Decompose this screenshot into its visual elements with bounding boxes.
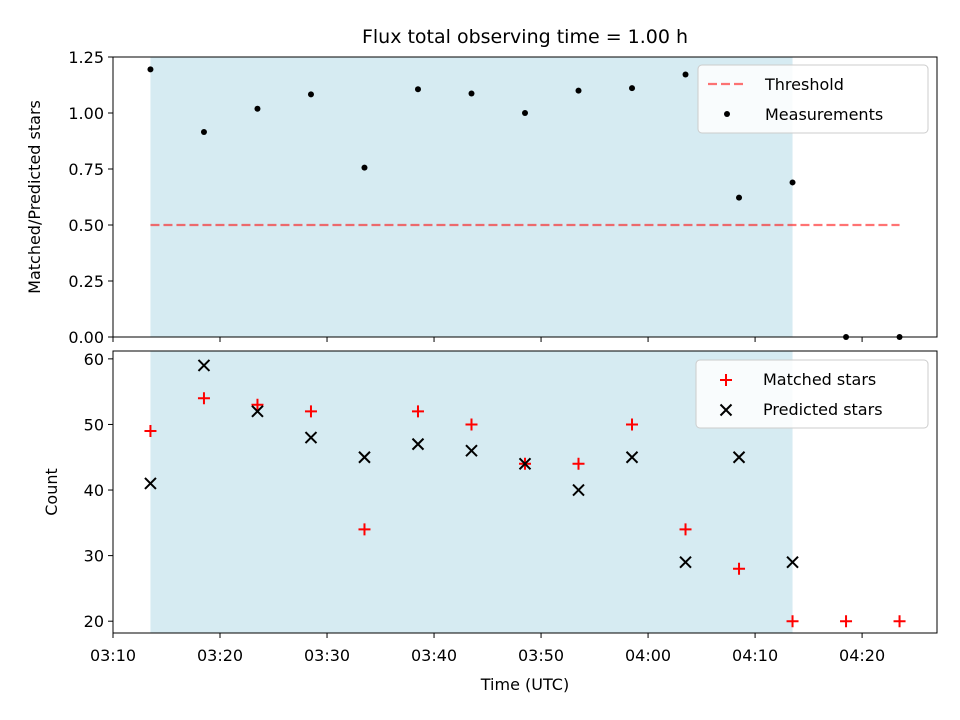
matched-star-point	[144, 425, 157, 438]
measurement-point	[414, 86, 421, 93]
measurement-point	[307, 91, 314, 98]
predicted-star-point	[518, 457, 532, 471]
matched-star-point	[572, 457, 585, 470]
legend-threshold-label: Threshold	[764, 75, 844, 94]
predicted-star-point	[572, 483, 585, 497]
matched-star-point	[197, 392, 210, 405]
legend-measurements-label: Measurements	[765, 105, 883, 124]
matched-star-point	[679, 523, 692, 536]
measurement-point	[200, 129, 207, 136]
measurement-point	[522, 110, 528, 116]
bottom-marks	[144, 359, 906, 628]
predicted-star-point	[411, 437, 425, 451]
legend-box	[695, 359, 929, 429]
y-tick-label: 0.75	[68, 160, 104, 179]
y-tick-label: 20	[84, 612, 104, 631]
top-y-axis: 0.00 0.25 0.50 0.75 1.00 1.25	[68, 48, 113, 347]
x-tick-label: 03:40	[411, 646, 457, 665]
matched-star-point	[733, 562, 746, 575]
legend-measurements-swatch	[724, 111, 730, 117]
measurement-point	[736, 194, 743, 201]
y-tick-label: 50	[84, 415, 104, 434]
x-tick-label: 03:20	[197, 646, 243, 665]
y-tick-label: 60	[84, 350, 104, 369]
measurement-point	[629, 85, 636, 92]
x-tick-label: 03:10	[90, 646, 136, 665]
y-tick-label: 40	[84, 481, 104, 500]
top-legend: Threshold Measurements	[697, 64, 929, 134]
top-y-axis-label: Matched/Predicted stars	[25, 100, 44, 294]
y-tick-label: 1.25	[68, 48, 104, 67]
predicted-star-point	[625, 451, 639, 464]
top-marks	[147, 66, 903, 340]
measurement-point	[254, 105, 261, 112]
measurement-point	[789, 179, 796, 186]
predicted-star-point	[465, 444, 478, 457]
bottom-shaded-span	[150, 351, 793, 633]
y-tick-label: 0.00	[68, 328, 104, 347]
measurement-point	[147, 66, 154, 73]
y-tick-label: 1.00	[68, 104, 104, 123]
legend-predicted-label: Predicted stars	[763, 400, 883, 419]
predicted-star-point	[732, 451, 746, 464]
predicted-star-point	[786, 555, 799, 569]
bottom-panel: 20 30 40 50 60 03:10 03:20 03:30 03:40 03:50 04:0…	[42, 350, 938, 694]
x-tick-label: 04:20	[839, 646, 885, 665]
bottom-legend: Matched stars Predicted stars	[695, 359, 929, 429]
measurement-point	[575, 87, 582, 94]
matched-star-point	[251, 398, 264, 411]
predicted-star-point	[144, 477, 157, 490]
bottom-y-axis: 20 30 40 50 60	[84, 350, 113, 631]
measurement-point	[682, 71, 689, 78]
x-tick-label: 04:10	[732, 646, 778, 665]
x-tick-label: 04:00	[625, 646, 671, 665]
matched-star-point	[893, 615, 906, 628]
predicted-star-point	[304, 431, 318, 444]
predicted-star-point	[251, 405, 264, 418]
legend-matched-swatch	[720, 374, 732, 386]
predicted-star-point	[358, 451, 371, 464]
bottom-x-axis: 03:10 03:20 03:30 03:40 03:50 04:00 04:10 04:20	[90, 633, 885, 665]
predicted-star-point	[197, 359, 211, 372]
x-tick-label: 03:30	[304, 646, 350, 665]
matched-star-point	[411, 405, 424, 418]
top-x-axis-ticks	[112, 337, 863, 342]
y-tick-label: 0.25	[68, 272, 104, 291]
chart-title: Flux total observing time = 1.00 h	[362, 26, 688, 48]
matched-star-point	[626, 418, 639, 431]
y-tick-label: 0.50	[68, 216, 104, 235]
measurement-point	[361, 164, 368, 171]
matched-star-point	[358, 523, 371, 536]
bottom-y-axis-label: Count	[42, 468, 61, 516]
matched-star-point	[304, 405, 317, 418]
measurement-point	[468, 90, 475, 97]
matched-star-point	[465, 418, 478, 431]
x-tick-label: 03:50	[518, 646, 564, 665]
matched-star-point	[786, 615, 799, 628]
predicted-star-point	[679, 555, 692, 569]
matched-star-point	[840, 615, 853, 628]
top-axes-frame	[112, 56, 938, 338]
bottom-x-axis-label: Time (UTC)	[480, 675, 569, 694]
bottom-axes-frame	[112, 350, 938, 634]
legend-predicted-swatch	[719, 403, 733, 417]
top-shaded-span	[150, 57, 793, 337]
y-tick-label: 30	[84, 547, 104, 566]
legend-box	[697, 64, 929, 134]
top-panel: 0.00 0.25 0.50 0.75 1.00 1.25 Matched/Predict…	[25, 48, 938, 347]
legend-matched-label: Matched stars	[763, 370, 876, 389]
